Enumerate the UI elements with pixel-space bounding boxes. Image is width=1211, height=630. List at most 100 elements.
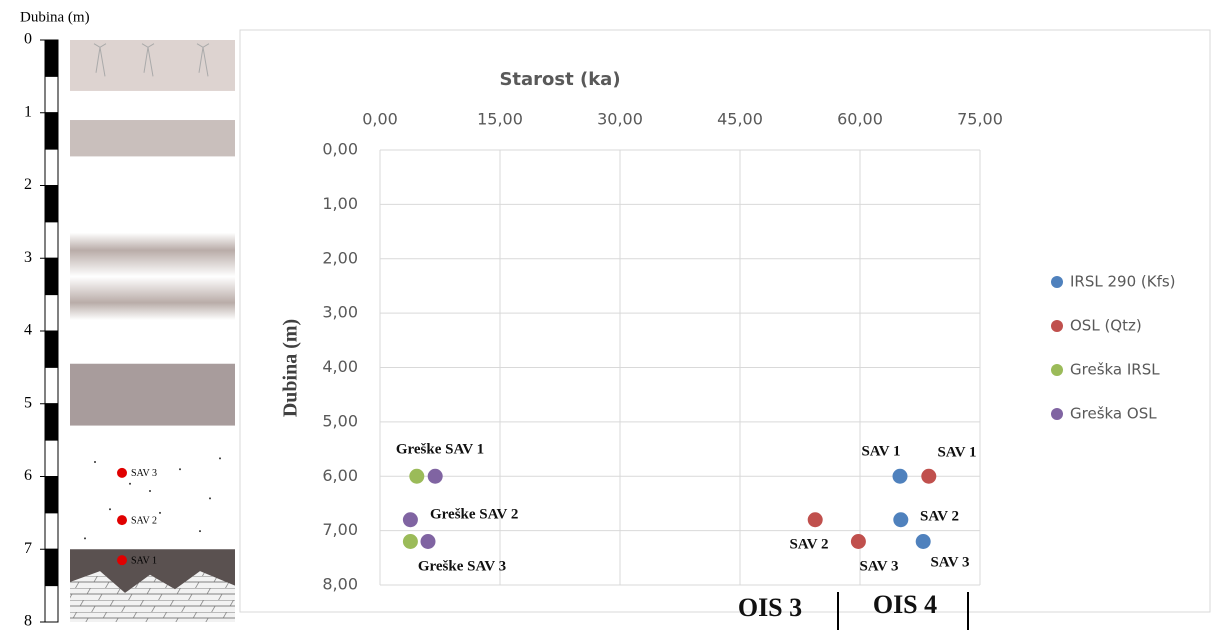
root bbox=[196, 43, 210, 77]
point bbox=[892, 468, 908, 484]
x-tick-label: 0,00 bbox=[362, 110, 398, 129]
scale-segment bbox=[44, 403, 59, 441]
pebble bbox=[179, 426, 191, 432]
sand-dot bbox=[159, 511, 161, 514]
sand-dot bbox=[179, 468, 181, 471]
sand-dot bbox=[94, 460, 96, 463]
point bbox=[921, 468, 937, 484]
scale-segment bbox=[44, 112, 59, 150]
annotation: OIS 4 bbox=[873, 590, 937, 619]
sand-dot bbox=[209, 497, 211, 500]
scale-segment bbox=[44, 512, 59, 550]
annotation: Greške SAV 3 bbox=[418, 558, 506, 574]
scale-segment bbox=[44, 366, 59, 405]
annotation: Greške SAV 2 bbox=[430, 506, 518, 522]
profile-tick-label: 6 bbox=[24, 467, 32, 484]
legend-label: Greška IRSL bbox=[1070, 361, 1160, 379]
scale-segment bbox=[44, 221, 59, 259]
point bbox=[427, 468, 443, 484]
scale-segment bbox=[44, 476, 59, 514]
layer bbox=[70, 40, 235, 91]
scale-segment bbox=[44, 75, 59, 114]
legend-label: OSL (Qtz) bbox=[1070, 317, 1142, 335]
root bbox=[141, 43, 155, 77]
point bbox=[915, 534, 931, 549]
y-tick-label: 5,00 bbox=[322, 411, 358, 430]
profile-tick-label: 1 bbox=[24, 103, 32, 120]
y-tick-label: 0,00 bbox=[322, 140, 358, 159]
point bbox=[409, 468, 425, 484]
scale-segment bbox=[44, 548, 59, 587]
sample-label: SAV 2 bbox=[131, 515, 157, 526]
pebble bbox=[139, 426, 151, 432]
legend-marker bbox=[1051, 320, 1063, 332]
profile-tick-label: 4 bbox=[24, 322, 32, 339]
y-tick-label: 2,00 bbox=[322, 248, 358, 267]
x-tick-label: 45,00 bbox=[717, 110, 763, 129]
annotation: SAV 2 bbox=[789, 536, 828, 552]
sample-label: SAV 3 bbox=[131, 468, 157, 479]
chart-frame bbox=[239, 29, 1211, 613]
sand-dot bbox=[129, 482, 131, 485]
y-axis-title: Dubina (m) bbox=[280, 319, 302, 417]
point bbox=[402, 534, 418, 549]
point bbox=[420, 534, 436, 549]
scale-segment bbox=[44, 257, 59, 296]
x-tick-label: 30,00 bbox=[597, 110, 643, 129]
legend-marker bbox=[1051, 408, 1063, 420]
sample-label: SAV 1 bbox=[131, 555, 157, 566]
sand-dot bbox=[149, 490, 151, 493]
profile-tick-label: 0 bbox=[24, 31, 32, 48]
profile-title: Dubina (m) bbox=[20, 9, 90, 25]
sand-dot bbox=[219, 457, 221, 460]
sample-dot bbox=[117, 555, 127, 566]
pebble bbox=[199, 426, 211, 432]
pebble bbox=[119, 426, 131, 432]
legend-label: Greška OSL bbox=[1070, 405, 1157, 423]
pebble bbox=[219, 426, 231, 432]
pebble bbox=[99, 426, 111, 432]
x-axis-title: Starost (ka) bbox=[499, 69, 620, 90]
bedrock bbox=[70, 571, 235, 622]
point bbox=[893, 512, 909, 528]
y-tick-label: 8,00 bbox=[322, 575, 358, 594]
root bbox=[93, 43, 107, 77]
plot: 0,00 15,00 30,00 45,00 60,00 75,00 0,00 1,00 2,0… bbox=[322, 110, 1176, 630]
legend-marker bbox=[1051, 364, 1063, 376]
sample-dot bbox=[117, 515, 127, 526]
legend-marker bbox=[1051, 276, 1063, 288]
profile-tick-label: 3 bbox=[24, 249, 32, 266]
y-tick-label: 3,00 bbox=[322, 303, 358, 322]
annotation: SAV 2 bbox=[920, 508, 959, 524]
x-tick-label: 60,00 bbox=[837, 110, 883, 129]
pebble bbox=[159, 426, 171, 432]
layer bbox=[70, 363, 235, 426]
point bbox=[402, 512, 418, 528]
y-tick-label: 4,00 bbox=[322, 357, 358, 376]
x-tick-label: 15,00 bbox=[477, 110, 523, 129]
annotation: Greške SAV 1 bbox=[396, 441, 484, 457]
layer bbox=[70, 232, 235, 321]
annotation: SAV 1 bbox=[937, 444, 976, 460]
y-tick-label: 1,00 bbox=[322, 194, 358, 213]
annotation: OIS 3 bbox=[738, 593, 802, 622]
x-tick-label: 75,00 bbox=[957, 110, 1003, 129]
annotation: SAV 1 bbox=[861, 443, 900, 459]
profile-tick-label: 5 bbox=[24, 394, 32, 411]
profile-tick-label: 7 bbox=[24, 540, 32, 557]
legend-label: IRSL 290 (Kfs) bbox=[1070, 273, 1176, 291]
scale-segment bbox=[44, 185, 59, 223]
scale-segment bbox=[44, 585, 59, 623]
point bbox=[807, 512, 823, 528]
sand-dot bbox=[199, 530, 201, 533]
pebble bbox=[79, 426, 91, 432]
scale-segment bbox=[44, 294, 59, 332]
scale-segment bbox=[44, 439, 59, 477]
scale-segment bbox=[44, 330, 59, 368]
profile: 0 1 2 3 4 5 6 7 8 SAV 3 SAV 2 SAV 1 bbox=[24, 31, 235, 630]
sand-dot bbox=[109, 508, 111, 511]
annotation: SAV 3 bbox=[859, 558, 898, 574]
scale-segment bbox=[44, 39, 59, 77]
profile-tick-label: 8 bbox=[24, 613, 32, 630]
